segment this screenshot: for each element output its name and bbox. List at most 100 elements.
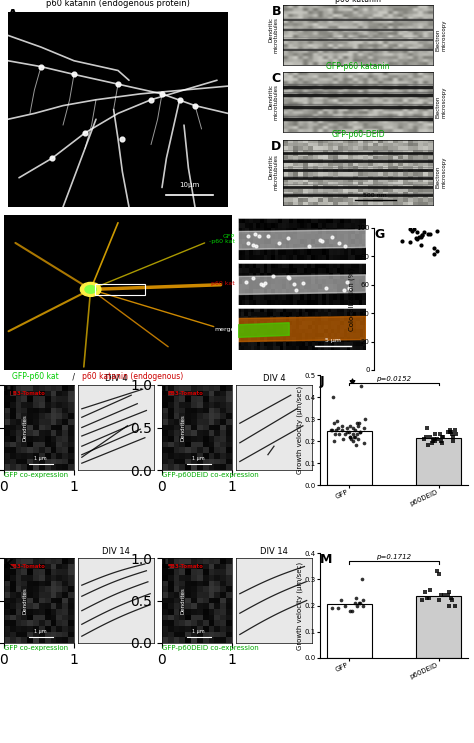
Point xyxy=(406,224,413,236)
Point xyxy=(447,426,454,438)
Text: DIV 14: DIV 14 xyxy=(260,548,288,557)
Point xyxy=(352,591,360,603)
Point xyxy=(434,433,441,445)
Text: EB3-Tomato: EB3-Tomato xyxy=(168,392,203,396)
Text: J: J xyxy=(320,375,325,388)
Point xyxy=(284,271,292,283)
Point xyxy=(352,431,359,443)
Text: Dendritic
microtubules: Dendritic microtubules xyxy=(268,84,279,120)
Polygon shape xyxy=(238,317,366,342)
Text: Dendrites: Dendrites xyxy=(181,587,185,614)
Text: merge: merge xyxy=(215,326,235,331)
Point xyxy=(439,431,447,443)
Text: EB3-Tomato: EB3-Tomato xyxy=(9,564,46,569)
Point xyxy=(354,420,362,432)
Point xyxy=(70,68,78,80)
Point xyxy=(264,230,272,242)
Point xyxy=(424,591,431,603)
Point xyxy=(398,235,406,247)
Point xyxy=(358,574,365,585)
Y-axis label: Colocalization (%): Colocalization (%) xyxy=(348,267,355,331)
Point xyxy=(409,225,416,237)
Point xyxy=(424,439,432,451)
Point xyxy=(331,429,339,441)
Point xyxy=(346,420,354,432)
Point xyxy=(431,435,438,447)
Text: L: L xyxy=(162,558,170,571)
Point xyxy=(423,422,430,434)
Point xyxy=(413,227,421,239)
Text: 1 μm: 1 μm xyxy=(192,629,205,634)
Text: GFP-p60DEID co-expression: GFP-p60DEID co-expression xyxy=(162,645,259,651)
Point xyxy=(436,429,444,441)
Point xyxy=(269,270,277,282)
Point xyxy=(284,233,292,244)
Text: Dendrites: Dendrites xyxy=(22,414,27,441)
Point xyxy=(340,285,348,296)
Point xyxy=(426,431,434,443)
Point xyxy=(356,426,364,438)
Polygon shape xyxy=(238,230,366,250)
Point xyxy=(445,586,452,598)
Point xyxy=(435,568,443,580)
Point xyxy=(251,228,258,240)
Text: 1 μm: 1 μm xyxy=(192,455,205,461)
Point xyxy=(410,224,418,236)
Point xyxy=(305,240,313,252)
Text: GFP-p60-DEID: GFP-p60-DEID xyxy=(331,130,385,139)
Point xyxy=(322,282,330,294)
Text: F: F xyxy=(220,216,228,229)
Point xyxy=(414,233,421,245)
Text: EB3-Tomato: EB3-Tomato xyxy=(9,392,46,396)
Point xyxy=(345,282,353,293)
Point xyxy=(328,424,335,436)
Point xyxy=(426,591,433,603)
Bar xyxy=(327,431,372,485)
Point xyxy=(350,431,358,443)
Text: G: G xyxy=(374,228,384,241)
Point xyxy=(261,277,269,289)
Point xyxy=(351,597,359,609)
Y-axis label: Growth velocity (μm/sec): Growth velocity (μm/sec) xyxy=(297,386,303,474)
Point xyxy=(444,426,452,438)
Point xyxy=(259,279,267,291)
Point xyxy=(451,600,459,611)
Point xyxy=(244,237,251,249)
Point xyxy=(430,433,438,445)
Point xyxy=(352,439,360,451)
Point xyxy=(360,438,368,450)
Point xyxy=(447,424,454,436)
Point xyxy=(415,230,423,242)
Point xyxy=(329,391,337,403)
Point xyxy=(362,413,369,425)
Point xyxy=(421,586,429,598)
Point xyxy=(420,433,428,445)
Point xyxy=(333,424,340,436)
Text: Dendritic
microtubules: Dendritic microtubules xyxy=(268,17,279,53)
Point xyxy=(435,594,442,606)
Point xyxy=(430,247,438,259)
Point xyxy=(424,228,432,240)
Text: 5 μm: 5 μm xyxy=(325,337,341,343)
Circle shape xyxy=(85,285,96,293)
Point xyxy=(444,589,452,601)
Point xyxy=(447,591,455,603)
Point xyxy=(336,429,343,441)
Polygon shape xyxy=(238,275,366,294)
Text: M: M xyxy=(320,553,332,566)
Text: p60 kat: p60 kat xyxy=(211,282,235,287)
Bar xyxy=(417,438,461,485)
Point xyxy=(147,94,155,106)
Point xyxy=(359,594,367,606)
Point xyxy=(449,431,456,443)
Point xyxy=(417,239,425,251)
Point xyxy=(341,600,348,611)
Text: A: A xyxy=(8,8,18,22)
Point xyxy=(341,240,349,252)
Text: Dendrites: Dendrites xyxy=(181,414,185,441)
Text: E: E xyxy=(4,215,12,228)
Text: p=0.0152: p=0.0152 xyxy=(376,376,411,382)
Point xyxy=(343,426,351,438)
Point xyxy=(448,429,456,441)
Point xyxy=(356,597,363,609)
